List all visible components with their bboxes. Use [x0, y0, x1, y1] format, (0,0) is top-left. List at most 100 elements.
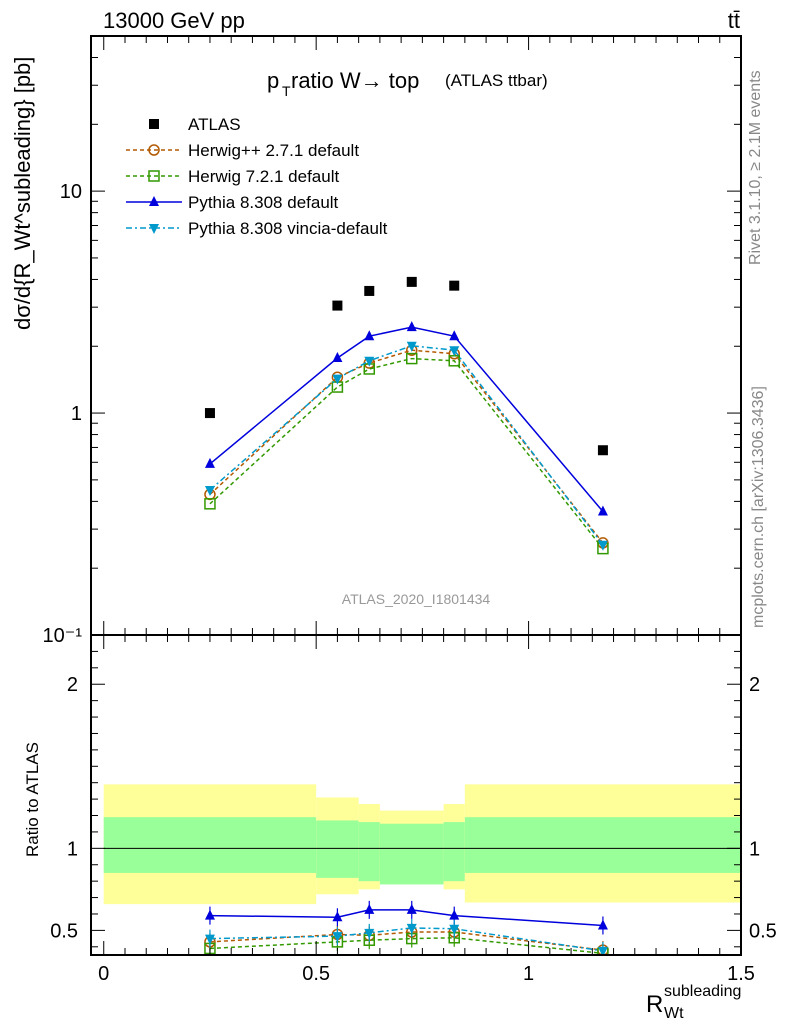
analysis-label: ATLAS_2020_I1801434 — [342, 591, 491, 607]
x-tick-label: 0 — [98, 963, 109, 985]
point-herwig7 — [406, 352, 418, 365]
point-vincia — [364, 356, 375, 367]
band-inner — [464, 817, 741, 873]
ratio-series-pythia — [204, 900, 608, 935]
y-tick-label: 1 — [71, 403, 82, 425]
point-atlas — [449, 280, 460, 291]
point-pythia — [364, 330, 375, 341]
ratio-y-tick-label-right: 2 — [749, 674, 760, 696]
ratio-y-tick-label: 2 — [67, 674, 78, 696]
series-pythia — [204, 321, 608, 516]
point-atlas — [332, 300, 343, 311]
point-vincia — [597, 540, 608, 551]
band-inner — [103, 817, 317, 873]
ratio-point-vincia — [449, 924, 460, 935]
series-atlas — [204, 276, 608, 456]
ratio-point-vincia — [597, 946, 608, 955]
legend-label: Herwig++ 2.7.1 default — [188, 141, 359, 160]
main-ylabel: dσ/d{R_Wt^subleading} [pb] — [10, 57, 35, 330]
legend-label: Herwig 7.2.1 default — [188, 167, 339, 186]
series-line-herwig_pp — [209, 349, 604, 544]
ratio-line-pythia — [209, 909, 603, 927]
legend-marker-vincia — [149, 224, 159, 234]
x-tick-label: 1.5 — [727, 963, 755, 985]
ratio-y-tick-label: 0.5 — [50, 920, 78, 942]
ratio-frame — [90, 634, 742, 956]
band-inner — [316, 820, 359, 878]
point-atlas — [406, 276, 417, 287]
legend: ATLAS Herwig++ 2.7.1 default Herwig 7.2.1 … — [126, 115, 388, 238]
y-tick-label: 10⁻¹ — [43, 625, 83, 647]
ratio-xlabel: R Wt subleading — [646, 983, 741, 1022]
ratio-y-tick-label: 1 — [67, 838, 78, 860]
legend-label: ATLAS — [188, 115, 241, 134]
point-pythia — [332, 352, 343, 363]
main-title-rest: ratio W→ top — [291, 68, 419, 93]
point-pythia — [204, 457, 215, 468]
legend-item-atlas: ATLAS — [149, 115, 241, 134]
legend-marker-atlas — [149, 119, 159, 129]
point-atlas — [364, 285, 375, 296]
legend-item-vincia: Pythia 8.308 vincia-default — [126, 219, 388, 238]
main-title-p: p — [267, 68, 279, 93]
ratio-point-pythia — [597, 919, 608, 930]
band-inner — [358, 822, 380, 882]
series-line-herwig7 — [209, 357, 604, 550]
ratio-point-vincia — [406, 923, 417, 934]
legend-label: Pythia 8.308 vincia-default — [188, 219, 388, 238]
ratio-line-herwig_pp — [209, 931, 604, 951]
legend-label: Pythia 8.308 default — [188, 193, 339, 212]
ratio-line-vincia — [209, 927, 604, 952]
point-pythia — [406, 321, 417, 332]
series-herwig7 — [204, 352, 609, 555]
legend-marker-herwig_pp — [148, 144, 160, 156]
point-pythia — [449, 330, 460, 341]
ratio-panel: 0 0.5 1 1.5 0.5 0.5 1 1 2 2 Ratio to ATLAS R Wt s… — [23, 634, 777, 1022]
x-tick-label: 1 — [523, 963, 534, 985]
series-vincia — [204, 341, 608, 551]
point-vincia — [406, 341, 417, 352]
ratio-ylabel: Ratio to ATLAS — [23, 742, 42, 857]
legend-marker-herwig7 — [148, 170, 160, 182]
legend-item-pythia: Pythia 8.308 default — [126, 193, 339, 212]
legend-item-herwig7: Herwig 7.2.1 default — [126, 167, 339, 186]
band-inner — [443, 822, 465, 882]
x-tick-label: 0.5 — [302, 963, 330, 985]
point-pythia — [597, 505, 608, 516]
ratio-point-vincia — [364, 928, 375, 939]
ratio-y-tick-label-right: 1 — [749, 838, 760, 860]
main-title: p T ratio W→ top (ATLAS ttbar) — [267, 68, 548, 99]
ratio-ylabel-text: Ratio to ATLAS — [23, 742, 42, 857]
process-label: tt̄ — [728, 8, 740, 33]
rivet-label: Rivet 3.1.10, ≥ 2.1M events — [747, 70, 764, 265]
point-atlas — [597, 445, 608, 456]
band-inner — [379, 823, 444, 885]
main-title-sub: T — [282, 83, 291, 99]
ratio-point-pythia — [406, 903, 417, 914]
ratio-point-pythia — [332, 911, 343, 922]
main-title-paren: (ATLAS ttbar) — [445, 71, 548, 90]
point-vincia — [449, 346, 460, 357]
ratio-point-pythia — [204, 909, 215, 920]
legend-item-herwig_pp: Herwig++ 2.7.1 default — [126, 141, 359, 160]
point-atlas — [204, 408, 215, 419]
xlabel-sub: Wt — [664, 1005, 684, 1022]
series-line-pythia — [209, 326, 604, 513]
series-line-vincia — [209, 345, 604, 546]
mcplots-label: mcplots.cern.ch [arXiv:1306.3436] — [750, 386, 767, 628]
ratio-y-tick-label-right: 0.5 — [749, 920, 777, 942]
ratio-point-pythia — [449, 909, 460, 920]
ratio-series-herwig7 — [204, 928, 609, 955]
xlabel-main: R — [646, 991, 663, 1018]
main-ylabel-text: dσ/d{R_Wt^subleading} [pb] — [10, 57, 35, 330]
legend-marker-pythia — [149, 196, 159, 206]
main-panel: 10⁻¹ 1 10 ATLAS_2020_I1801434 p T ratio W→… — [10, 35, 742, 647]
point-herwig7 — [204, 498, 216, 510]
ratio-point-pythia — [364, 903, 375, 914]
point-vincia — [332, 374, 343, 385]
energy-label: 13000 GeV pp — [103, 8, 245, 33]
point-vincia — [204, 486, 215, 497]
ratio-point-vincia — [204, 934, 215, 945]
y-tick-label: 10 — [60, 181, 82, 203]
